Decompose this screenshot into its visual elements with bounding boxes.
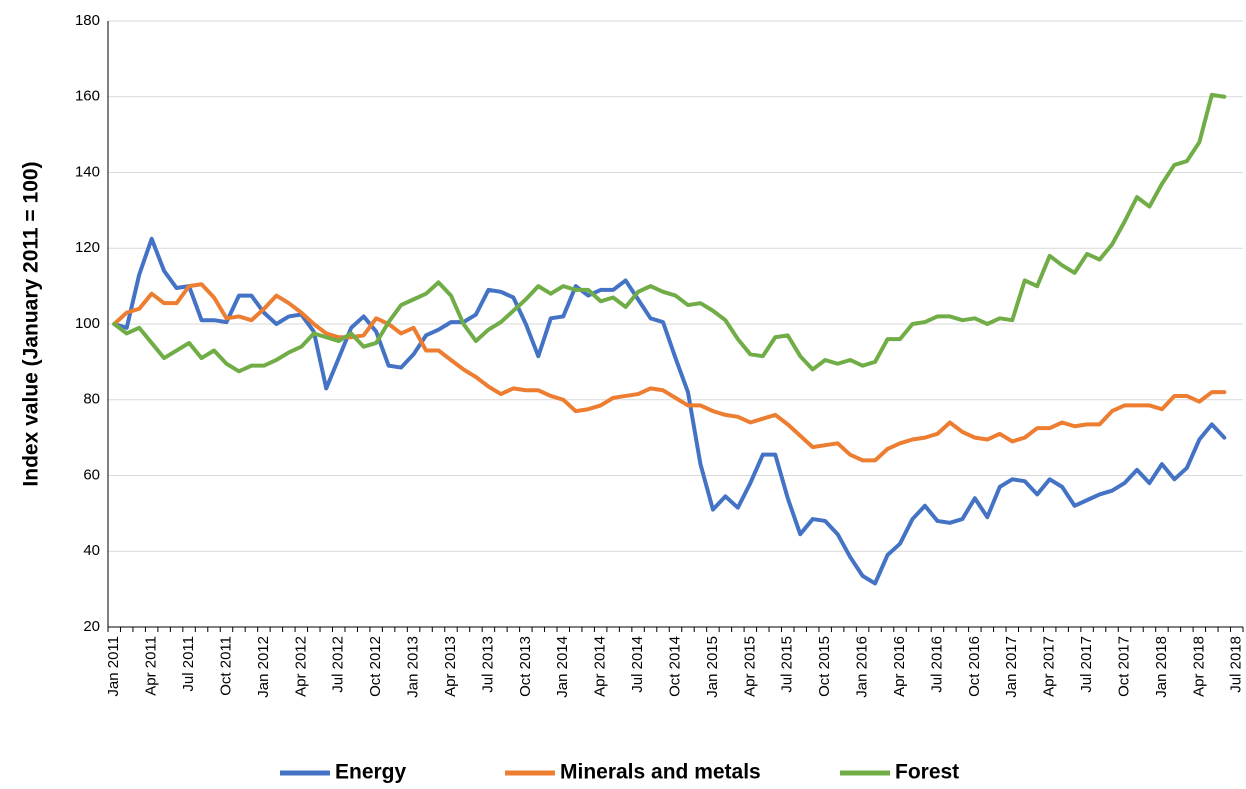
x-tick-label: Jul 2013 xyxy=(479,636,496,693)
x-tick-label: Jul 2015 xyxy=(779,636,796,693)
y-tick-label: 40 xyxy=(83,542,100,559)
x-tick-label: Jul 2018 xyxy=(1228,636,1245,693)
y-tick-label: 100 xyxy=(75,315,100,332)
y-tick-label: 80 xyxy=(83,391,100,408)
series-line xyxy=(112,282,1227,463)
y-tick-label: 140 xyxy=(75,163,100,180)
x-tick-label: Jan 2011 xyxy=(105,636,122,697)
series-line xyxy=(112,236,1227,586)
x-tick-label: Jan 2015 xyxy=(704,636,721,698)
y-tick-label: 180 xyxy=(75,12,100,29)
x-tick-label: Jul 2014 xyxy=(629,636,646,693)
x-tick-label: Jan 2012 xyxy=(255,636,272,698)
x-tick-label: Oct 2016 xyxy=(966,636,983,697)
x-tick-label: Apr 2018 xyxy=(1190,636,1207,697)
x-tick-label: Apr 2011 xyxy=(143,636,160,696)
x-tick-label: Oct 2012 xyxy=(367,636,384,697)
y-tick-label: 20 xyxy=(83,618,100,635)
x-tick-label: Jan 2014 xyxy=(554,636,571,698)
legend-label: Minerals and metals xyxy=(560,761,761,784)
legend-label: Forest xyxy=(895,761,959,784)
x-tick-label: Oct 2013 xyxy=(517,636,534,697)
legend-label: Energy xyxy=(335,761,407,784)
x-tick-label: Jan 2013 xyxy=(405,636,422,698)
x-tick-label: Apr 2016 xyxy=(891,636,908,697)
x-tick-label: Jul 2016 xyxy=(928,636,945,693)
x-tick-label: Oct 2011 xyxy=(217,636,234,696)
series-line xyxy=(112,92,1227,374)
x-tick-label: Apr 2013 xyxy=(442,636,459,697)
y-axis-label: Index value (January 2011 = 100) xyxy=(20,161,43,486)
x-tick-label: Oct 2014 xyxy=(666,636,683,697)
y-tick-label: 60 xyxy=(83,466,100,483)
x-tick-label: Apr 2012 xyxy=(292,636,309,697)
x-tick-label: Oct 2017 xyxy=(1115,636,1132,697)
x-tick-label: Jul 2012 xyxy=(330,636,347,693)
x-tick-label: Jan 2016 xyxy=(854,636,871,698)
x-tick-label: Jan 2017 xyxy=(1003,636,1020,698)
x-tick-label: Apr 2015 xyxy=(741,636,758,697)
y-tick-label: 120 xyxy=(75,239,100,256)
x-tick-label: Jan 2018 xyxy=(1153,636,1170,698)
x-tick-label: Jul 2011 xyxy=(180,636,197,692)
x-tick-label: Jul 2017 xyxy=(1078,636,1095,693)
x-tick-label: Apr 2017 xyxy=(1041,636,1058,697)
x-tick-label: Apr 2014 xyxy=(592,636,609,697)
y-tick-label: 160 xyxy=(75,88,100,105)
x-tick-label: Oct 2015 xyxy=(816,636,833,697)
